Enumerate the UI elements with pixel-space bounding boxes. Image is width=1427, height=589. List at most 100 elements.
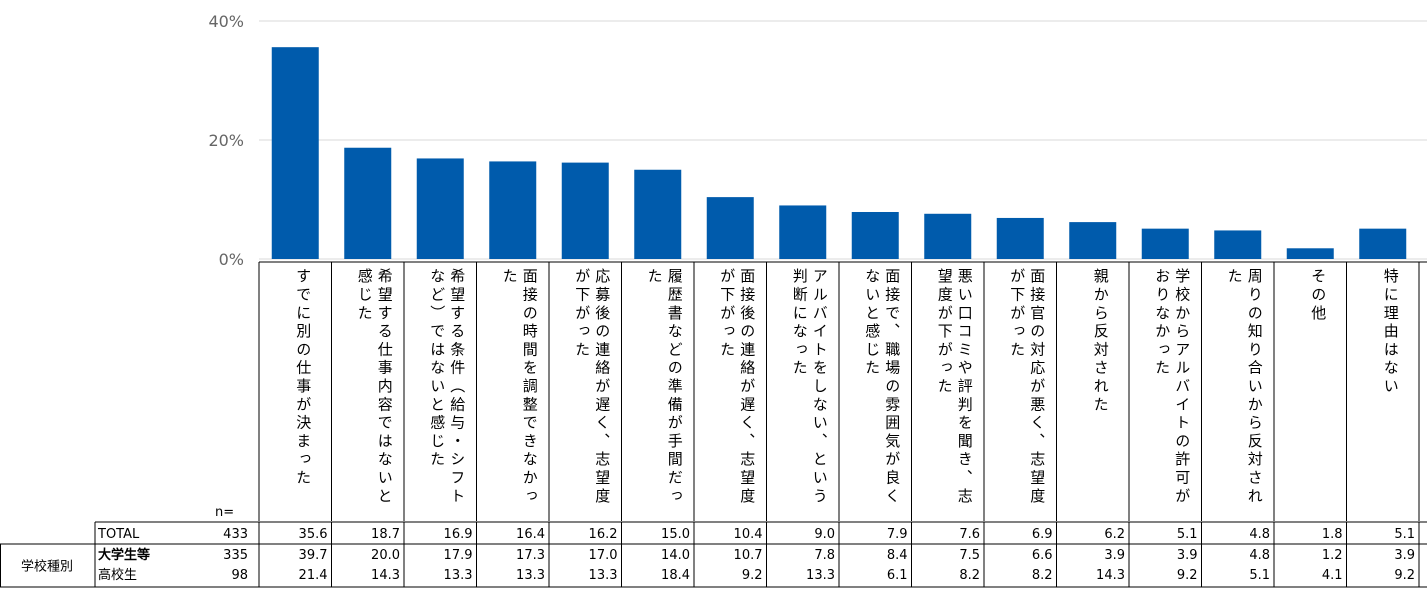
table-cell: 9.0 [814, 527, 835, 542]
row-label: 高校生 [98, 567, 137, 583]
bar [779, 205, 827, 259]
bar [561, 162, 609, 259]
table-cell: 39.7 [299, 548, 328, 563]
table-cell: 16.4 [516, 527, 545, 542]
category-label: 悪い口コミや評判を聞き、志 [956, 268, 974, 506]
bar [271, 47, 319, 260]
table-cell: 35.6 [299, 527, 328, 542]
row-label: TOTAL [97, 527, 140, 542]
row-n: 433 [223, 527, 248, 542]
category-label: 特に理由はない [1382, 268, 1400, 396]
bar [634, 169, 682, 259]
y-axis-ticks: 40% 20% 0% [208, 12, 244, 269]
table-cell: 14.0 [661, 548, 690, 563]
table-cell: 7.8 [814, 548, 835, 563]
table-cell: 8.2 [959, 568, 980, 583]
category-label: 感じた [356, 268, 374, 323]
category-label: アルバイトをしない、という [811, 268, 829, 506]
table-cell: 16.2 [589, 527, 618, 542]
category-label: 面接で、職場の雰囲気が良く [883, 268, 901, 506]
category-label: ないと感じた [863, 268, 881, 378]
category-label: 履歴書などの準備が手間だっ [666, 268, 684, 506]
category-label: た [1226, 268, 1244, 286]
category-label: た [501, 268, 519, 286]
table-cell: 15.0 [661, 527, 690, 542]
table-cell: 13.3 [589, 568, 618, 583]
table-cell: 13.3 [444, 568, 473, 583]
category-label: など）ではないと感じた [428, 268, 446, 469]
table-cell: 16.9 [444, 527, 473, 542]
table-cell: 4.8 [1249, 527, 1270, 542]
row-label: 大学生等 [98, 547, 150, 563]
category-label: 判断になった [791, 268, 809, 378]
bar [416, 158, 464, 259]
group-label: 学校種別 [21, 559, 73, 575]
category-label: が下がった [718, 268, 736, 360]
n-label: n= [215, 505, 234, 520]
category-label: その他 [1309, 268, 1327, 323]
table-cell: 14.3 [371, 568, 400, 583]
table-cell: 8.2 [1032, 568, 1053, 583]
table-cell: 17.3 [516, 548, 545, 563]
table-cell: 5.1 [1249, 568, 1270, 583]
row-n: 98 [231, 568, 248, 583]
bar [851, 211, 899, 259]
table-cell: 7.6 [959, 527, 980, 542]
table-cell: 1.2 [1322, 548, 1343, 563]
table-cell: 3.9 [1104, 548, 1125, 563]
category-label: 学校からアルバイトの許可が [1173, 268, 1191, 506]
category-label: 望度が下がった [936, 268, 954, 396]
category-label: が下がった [1008, 268, 1026, 360]
table-cell: 6.6 [1032, 548, 1053, 563]
table-cell: 17.0 [589, 548, 618, 563]
category-label: おりなかった [1153, 268, 1171, 378]
category-label: すでに別の仕事が決まった [294, 268, 312, 488]
table-cell: 6.1 [887, 568, 908, 583]
category-label: た [646, 268, 664, 286]
row-n: 335 [223, 548, 248, 563]
table-cell: 5.1 [1394, 527, 1415, 542]
y-tick-label: 20% [208, 131, 244, 150]
table-cell: 18.4 [661, 568, 690, 583]
table-cell: 13.3 [806, 568, 835, 583]
table-cell: 6.2 [1104, 527, 1125, 542]
table-cell: 7.5 [959, 548, 980, 563]
table-cell: 3.9 [1177, 548, 1198, 563]
table-cell: 9.2 [1394, 568, 1415, 583]
bar [996, 217, 1044, 259]
table-cell: 10.4 [734, 527, 763, 542]
bars [271, 47, 1407, 260]
table-cell: 3.9 [1394, 548, 1415, 563]
table-cell: 13.3 [516, 568, 545, 583]
table-cell: 4.1 [1322, 568, 1343, 583]
bar [1286, 248, 1334, 259]
bar [924, 213, 972, 259]
category-label: 希望する条件（給与・シフト [448, 268, 466, 506]
bar [1069, 222, 1117, 259]
data-table: n= 学校種別 TOTAL 433 35.6 18.7 16.9 16.4 16.2 15.0 10… [0, 505, 1427, 588]
table-cell: 8.4 [887, 548, 908, 563]
bar [706, 197, 754, 259]
category-label: 周りの知り合いから反対され [1246, 268, 1264, 506]
bar [1359, 228, 1407, 259]
table-cell: 7.9 [887, 527, 908, 542]
category-label: 親から反対された [1092, 268, 1110, 414]
table-cell: 9.2 [1177, 568, 1198, 583]
table-cell: 20.0 [371, 548, 400, 563]
category-label: が下がった [573, 268, 591, 360]
bar [1141, 228, 1189, 259]
table-cell: 4.8 [1249, 548, 1270, 563]
table-cell: 10.7 [734, 548, 763, 563]
y-tick-label: 40% [208, 12, 244, 31]
table-cell: 9.2 [742, 568, 763, 583]
bar [344, 147, 392, 259]
category-label: 面接官の対応が悪く、志望度 [1028, 268, 1046, 506]
category-label: 面接後の連絡が遅く、志望度 [738, 268, 756, 506]
table-cell: 18.7 [371, 527, 400, 542]
category-label: 応募後の連絡が遅く、志望度 [593, 268, 611, 506]
table-cell: 6.9 [1032, 527, 1053, 542]
table-cell: 14.3 [1096, 568, 1125, 583]
bar [1214, 230, 1262, 259]
